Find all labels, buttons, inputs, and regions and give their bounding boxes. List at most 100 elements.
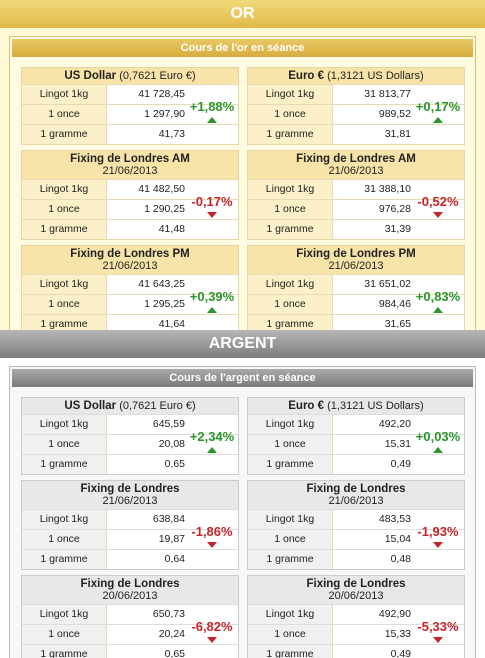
panel-header: Fixing de Londres PM 21/06/2013 — [22, 246, 238, 274]
price-row: Lingot 1kg 650,73 — [22, 604, 238, 624]
change: +1,88% — [186, 85, 238, 144]
panel-date: 20/06/2013 — [102, 590, 158, 602]
change-arrow — [207, 307, 217, 313]
price-row: 1 gramme 0,49 — [248, 644, 464, 658]
change-arrow — [433, 447, 443, 453]
panel-header: US Dollar (0,7621 Euro €) — [22, 68, 238, 84]
row-label: 1 gramme — [248, 645, 332, 658]
price-row: 1 once 1 297,90 — [22, 104, 238, 124]
price-row: 1 gramme 0,65 — [22, 454, 238, 474]
change-value: -0,17% — [191, 194, 233, 209]
panel-title: US Dollar — [64, 400, 117, 412]
price-row: 1 once 1 295,25 — [22, 294, 238, 314]
change-arrow — [433, 212, 443, 218]
change-value: +0,39% — [189, 289, 235, 304]
change-arrow — [433, 542, 443, 548]
row-label: 1 gramme — [248, 315, 332, 330]
panel-note: (1,3121 US Dollars) — [327, 400, 424, 412]
row-value: 638,84 — [106, 510, 189, 529]
change-arrow — [207, 212, 217, 218]
change-arrow — [207, 542, 217, 548]
quote-panel: Euro € (1,3121 US Dollars) Lingot 1kg 31 8… — [247, 67, 465, 145]
quote-panel: Fixing de Londres PM 21/06/2013 Lingot 1kg… — [247, 245, 465, 330]
row-value: 492,20 — [332, 415, 415, 434]
change-arrow — [207, 637, 217, 643]
price-row: 1 gramme 31,39 — [248, 219, 464, 239]
price-row: Lingot 1kg 41 728,45 — [22, 84, 238, 104]
row-value: 41 643,25 — [106, 275, 189, 294]
panel-header: Fixing de Londres PM 21/06/2013 — [248, 246, 464, 274]
row-value: 41 482,50 — [106, 180, 189, 199]
quote-panel: Fixing de Londres AM 21/06/2013 Lingot 1kg… — [21, 150, 239, 240]
row-label: Lingot 1kg — [248, 415, 332, 434]
quote-panel: Fixing de Londres 21/06/2013 Lingot 1kg 638… — [21, 480, 239, 570]
row-value: 645,59 — [106, 415, 189, 434]
quote-panel: Euro € (1,3121 US Dollars) Lingot 1kg 492,… — [247, 397, 465, 475]
price-row: 1 gramme 31,81 — [248, 124, 464, 144]
change: -0,52% — [412, 180, 464, 239]
panel-title: Fixing de Londres PM — [296, 248, 416, 260]
panel-title: Fixing de Londres — [80, 483, 180, 495]
row-value: 0,65 — [106, 645, 189, 658]
panel-header: Euro € (1,3121 US Dollars) — [248, 398, 464, 414]
row-label: 1 once — [22, 530, 106, 549]
panel-title: US Dollar — [64, 70, 117, 82]
price-row: 1 once 15,31 — [248, 434, 464, 454]
price-row: 1 gramme 41,64 — [22, 314, 238, 330]
price-row: 1 once 15,04 — [248, 529, 464, 549]
price-row: 1 gramme 0,49 — [248, 454, 464, 474]
row-value: 20,24 — [106, 625, 189, 644]
change-value: +2,34% — [189, 429, 235, 444]
row-value: 0,49 — [332, 645, 415, 658]
price-row: 1 once 19,87 — [22, 529, 238, 549]
panel-date: 21/06/2013 — [102, 260, 158, 272]
row-value: 20,08 — [106, 435, 189, 454]
row-value: 41,64 — [106, 315, 189, 330]
panel-title: Fixing de Londres AM — [296, 153, 416, 165]
row-label: 1 gramme — [248, 455, 332, 474]
row-value: 0,48 — [332, 550, 415, 569]
row-label: 1 once — [248, 295, 332, 314]
change-arrow — [433, 637, 443, 643]
panel-title: Fixing de Londres — [306, 483, 406, 495]
change-value: -5,33% — [417, 619, 459, 634]
price-row: Lingot 1kg 31 651,02 — [248, 274, 464, 294]
change: -1,93% — [412, 510, 464, 569]
row-label: Lingot 1kg — [248, 180, 332, 199]
row-value: 976,28 — [332, 200, 415, 219]
row-label: Lingot 1kg — [248, 85, 332, 104]
panel-header: Fixing de Londres 21/06/2013 — [22, 481, 238, 509]
quote-panel: US Dollar (0,7621 Euro €) Lingot 1kg 645,5… — [21, 397, 239, 475]
row-label: Lingot 1kg — [248, 510, 332, 529]
row-label: 1 gramme — [248, 550, 332, 569]
quote-panel: US Dollar (0,7621 Euro €) Lingot 1kg 41 72… — [21, 67, 239, 145]
quote-panel: Fixing de Londres PM 21/06/2013 Lingot 1kg… — [21, 245, 239, 330]
change: +0,83% — [412, 275, 464, 330]
change-value: +0,83% — [415, 289, 461, 304]
section-title: OR — [0, 0, 485, 28]
change: -0,17% — [186, 180, 238, 239]
price-row: 1 once 20,24 — [22, 624, 238, 644]
row-label: 1 once — [22, 295, 106, 314]
change: -6,82% — [186, 605, 238, 658]
row-value: 15,33 — [332, 625, 415, 644]
row-label: Lingot 1kg — [248, 275, 332, 294]
panel-header: Fixing de Londres 20/06/2013 — [248, 576, 464, 604]
row-label: 1 gramme — [22, 220, 106, 239]
panel-note: (1,3121 US Dollars) — [327, 70, 424, 82]
row-label: 1 once — [22, 200, 106, 219]
section: ARGENT Cours de l'argent en séance US Doll… — [0, 330, 485, 658]
row-value: 41,73 — [106, 125, 189, 144]
panel-header: Fixing de Londres 21/06/2013 — [248, 481, 464, 509]
panel-header: Fixing de Londres AM 21/06/2013 — [248, 151, 464, 179]
row-label: 1 gramme — [22, 455, 106, 474]
change-value: -0,52% — [417, 194, 459, 209]
section-subtitle: Cours de l'or en séance — [12, 39, 473, 57]
row-label: 1 once — [22, 105, 106, 124]
row-value: 989,52 — [332, 105, 415, 124]
row-label: 1 gramme — [248, 125, 332, 144]
row-label: 1 once — [22, 625, 106, 644]
panel-title: Fixing de Londres — [80, 578, 180, 590]
panel-date: 21/06/2013 — [328, 495, 384, 507]
panel-title: Fixing de Londres PM — [70, 248, 190, 260]
